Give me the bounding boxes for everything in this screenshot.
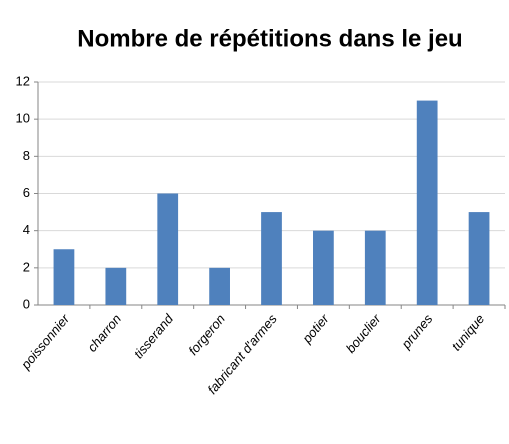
bar: [416, 100, 438, 305]
bar: [105, 267, 127, 305]
x-tick-label: poissonnier: [17, 311, 72, 373]
bar: [209, 267, 230, 305]
x-tick-label: potier: [299, 311, 332, 347]
y-tick-label: 4: [23, 222, 30, 237]
bar: [157, 193, 179, 305]
x-tick-label: tisserand: [131, 311, 177, 362]
x-tick-label: bouclier: [343, 311, 384, 356]
y-tick-label: 0: [23, 296, 30, 311]
y-tick-label: 8: [23, 148, 30, 163]
y-tick-label: 10: [16, 111, 30, 126]
x-tick-label: tunique: [448, 311, 487, 353]
y-tick-label: 12: [16, 73, 30, 88]
bar: [313, 230, 334, 305]
bar: [468, 212, 490, 305]
bar: [364, 230, 386, 305]
x-tick-label: charron: [84, 311, 124, 354]
bar: [53, 249, 75, 305]
x-tick-label: forgeron: [185, 311, 228, 358]
x-tick-label: prunes: [398, 311, 436, 352]
bar: [261, 212, 282, 305]
y-tick-label: 2: [23, 259, 30, 274]
chart-title: Nombre de répétitions dans le jeu: [77, 25, 462, 52]
y-tick-label: 6: [23, 185, 30, 200]
